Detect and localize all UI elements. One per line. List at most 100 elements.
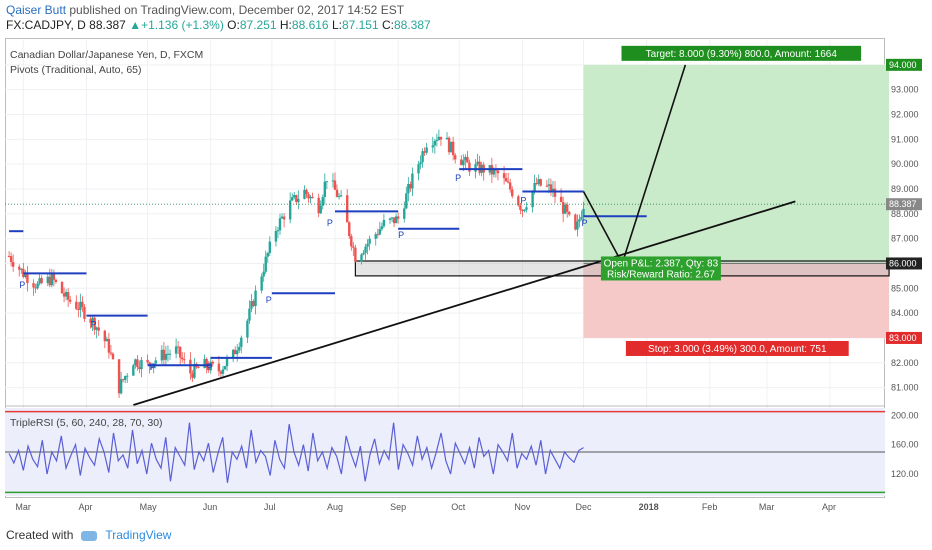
candle-body (392, 217, 396, 224)
candle-body (38, 278, 41, 284)
rsi-legend: TripleRSI (5, 60, 240, 28, 70, 30) (10, 417, 163, 429)
candle-body (390, 217, 394, 219)
open-value: 87.251 (239, 18, 277, 32)
x-tick-label: Aug (327, 502, 343, 512)
candle-body (547, 184, 551, 186)
x-tick-label: Apr (78, 502, 92, 512)
pivot-marker: P (19, 280, 25, 290)
candle-body (48, 276, 52, 286)
rsi-tick-label: 120.00 (891, 469, 919, 479)
candle-body (468, 162, 471, 172)
candle-body (119, 379, 123, 394)
candle-body (225, 358, 229, 367)
candle-body (26, 274, 29, 284)
candle-body (274, 230, 278, 242)
candle-body (517, 196, 520, 206)
candle-body (75, 301, 78, 309)
candle-body (417, 164, 420, 174)
candle-body (52, 273, 56, 280)
candle-body (191, 373, 194, 378)
candle-body (174, 346, 178, 354)
candle-body (335, 189, 339, 197)
candle-body (305, 189, 308, 195)
candle-body (346, 195, 349, 223)
axes: 81.000 82.000 83.000 84.000 85.000 86.000 87.0… (15, 58, 922, 512)
trendline (133, 200, 796, 406)
candle-body (574, 214, 577, 230)
candle-body (117, 359, 121, 394)
candle-body (348, 222, 351, 237)
candle-body (24, 274, 27, 278)
candle-body (83, 306, 86, 319)
tradingview-brand[interactable]: TradingView (105, 528, 172, 542)
candle-body (380, 226, 384, 230)
candle-body (295, 195, 298, 203)
candle-body (136, 359, 139, 368)
x-tick-label: Mar (759, 502, 775, 512)
candle-body (105, 338, 109, 342)
position-zones (354, 64, 890, 338)
candle-body (531, 190, 534, 208)
candle-body (364, 246, 367, 253)
low-label: L: (331, 18, 342, 32)
candle-body (264, 256, 267, 272)
price-tag-text: 86.000 (889, 258, 917, 268)
candle-body (578, 219, 581, 222)
candle-body (411, 173, 414, 189)
candle-body (176, 346, 180, 348)
last-price: 88.387 (89, 18, 126, 32)
candle-body (462, 160, 465, 166)
candle-body (50, 273, 54, 286)
candle-body (34, 287, 37, 289)
candle-body (297, 198, 300, 203)
candle-body (221, 369, 225, 374)
publish-line: Qaiser Butt published on TradingView.com… (6, 3, 404, 17)
y-tick-label: 88.000 (891, 209, 919, 219)
candle-body (164, 353, 168, 360)
candle-body (121, 379, 125, 381)
candle-body (539, 179, 542, 186)
tradingview-logo-icon (81, 530, 98, 541)
candle-body (9, 256, 13, 262)
pivot-marker: P (398, 230, 404, 240)
candle-body (435, 140, 439, 142)
candle-body (134, 359, 137, 366)
candle-body (378, 229, 382, 235)
candle-body (319, 205, 322, 214)
rr-label: Risk/Reward Ratio: 2.67 (607, 269, 715, 280)
candle-body (36, 283, 39, 289)
candle-body (423, 151, 426, 153)
candle-body (291, 197, 294, 201)
candle-body (317, 197, 320, 214)
candle-body (93, 317, 96, 330)
candle-body (217, 363, 221, 372)
candle-body (64, 292, 68, 297)
author-link[interactable]: Qaiser Butt (6, 3, 67, 17)
ohlc-line: FX:CADJPY, D 88.387 ▲+1.136 (+1.3%) O:87… (6, 18, 431, 32)
candle-body (203, 358, 206, 369)
candle-body (566, 204, 569, 212)
y-tick-label: 93.000 (891, 85, 919, 95)
candle-body (168, 353, 172, 355)
candle-body (207, 367, 210, 371)
candle-body (178, 346, 182, 358)
pivot-lines: P P P P P P P P P P (9, 168, 647, 372)
candle-body (240, 337, 243, 347)
y-tick-label: 84.000 (891, 308, 919, 318)
candle-body (132, 365, 135, 376)
candle-body (154, 360, 157, 364)
instrument-legend: Canadian Dollar/Japanese Yen, D, FXCM (10, 49, 203, 61)
price-tag-box (886, 58, 922, 71)
candle-body (278, 218, 282, 231)
x-tick-label: Jun (203, 502, 218, 512)
pivot-marker: P (150, 362, 156, 372)
x-tick-label: Mar (15, 502, 31, 512)
candle-body (323, 181, 327, 198)
price-tag-text: 83.000 (889, 333, 917, 343)
close-value: 88.387 (394, 18, 431, 32)
candle-body (525, 207, 528, 210)
pnl-box (600, 256, 721, 281)
candle-body (466, 156, 469, 163)
price-tag-box (886, 257, 922, 270)
